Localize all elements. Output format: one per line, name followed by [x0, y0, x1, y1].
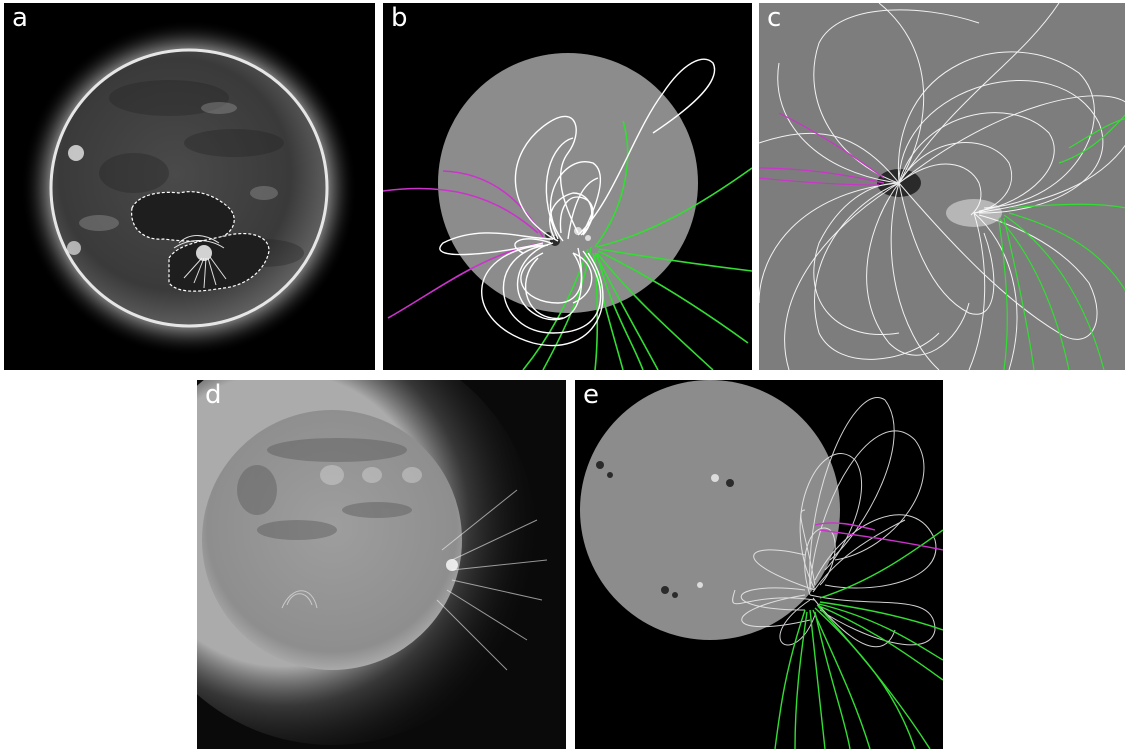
bright-features [320, 465, 422, 485]
solar-disk [202, 410, 462, 670]
panel-e-image [580, 380, 943, 749]
coronal-hole-contour-2 [168, 232, 270, 292]
open-field-lines-green [998, 114, 1125, 370]
open-field-lines-green [774, 529, 943, 749]
positive-polarity-spots [697, 474, 719, 588]
panel-a-label: a [12, 3, 28, 33]
limb-bright-west [446, 559, 458, 571]
active-region-loops [281, 590, 318, 609]
active-region-loops [173, 235, 227, 289]
panel-b-image [383, 53, 752, 370]
panel-e-field-lines-limb: e [575, 380, 943, 749]
dark-features [237, 438, 412, 540]
negative-polarity-spots [596, 461, 734, 598]
closed-field-lines [439, 58, 716, 347]
panel-c-label: c [767, 3, 782, 33]
limb-bright-east [68, 145, 84, 161]
panel-d-label: d [205, 380, 222, 410]
coronal-hole-contour-1 [131, 191, 235, 242]
magnetogram-disk [580, 380, 840, 640]
limb-bright-southeast [67, 241, 81, 255]
panel-e-label: e [583, 380, 599, 410]
panel-d-euv-corona: d [197, 380, 566, 749]
panel-b-field-lines: b [383, 3, 752, 370]
magnetogram-background [759, 3, 1125, 370]
panel-a-euv-disk: a [4, 3, 375, 370]
panel-c-field-lines-zoom: c [759, 3, 1125, 370]
bright-patches [79, 102, 278, 231]
closed-field-lines [732, 397, 937, 648]
closed-field-lines [759, 3, 1125, 370]
active-region-bright [196, 245, 212, 261]
magnetogram-disk [438, 53, 698, 313]
panel-b-label: b [391, 3, 408, 33]
coronal-rays [436, 489, 548, 671]
panel-d-image [197, 380, 566, 749]
panel-c-image [759, 3, 1125, 370]
open-field-lines-magenta [814, 522, 943, 551]
open-field-lines-magenta [759, 112, 885, 186]
panel-a-image [21, 20, 357, 356]
